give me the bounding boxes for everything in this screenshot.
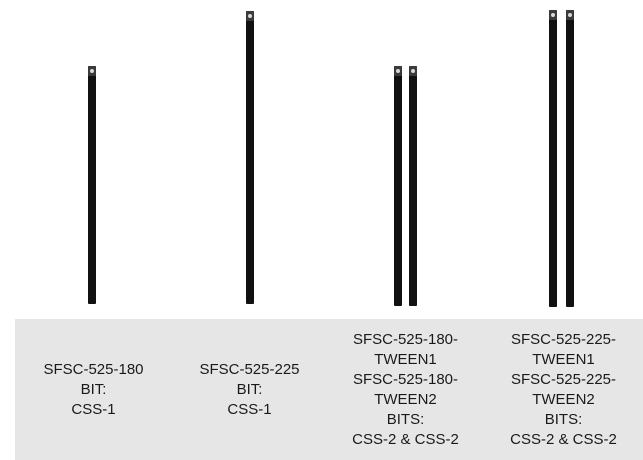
product-column-3: SFSC-525-180- TWEEN1 SFSC-525-180- TWEEN… (327, 0, 484, 460)
product-caption: SFSC-525-225- TWEEN1 SFSC-525-225- TWEEN… (484, 319, 643, 460)
product-name: SFSC-525-180- (352, 370, 459, 388)
cable-tie-image (549, 10, 557, 307)
product-name: TWEEN2 (532, 390, 595, 408)
product-image-area (15, 0, 172, 319)
cable-tie-image (566, 10, 574, 307)
bit-value: CSS-2 & CSS-2 (510, 430, 617, 448)
bit-label: BIT: (236, 380, 263, 398)
product-name: SFSC-525-225- (510, 370, 617, 388)
cable-tie-image (394, 66, 402, 306)
bit-value: CSS-2 & CSS-2 (352, 430, 459, 448)
product-name: SFSC-525-180 (43, 360, 144, 378)
product-image-area (484, 0, 643, 319)
product-column-2: SFSC-525-225 BIT: CSS-1 (172, 0, 327, 460)
product-name: TWEEN1 (374, 350, 437, 368)
cable-tie-image (246, 11, 254, 304)
product-name: SFSC-525-180- (352, 330, 459, 348)
cable-tie-head (394, 66, 402, 76)
product-name: SFSC-525-225- (510, 330, 617, 348)
cable-tie-head (88, 66, 96, 76)
product-caption: SFSC-525-225 BIT: CSS-1 (172, 319, 327, 460)
bit-label: BITS: (544, 410, 583, 428)
product-caption: SFSC-525-180 BIT: CSS-1 (15, 319, 172, 460)
cable-tie-image (88, 66, 96, 304)
product-name: TWEEN1 (532, 350, 595, 368)
bit-value: CSS-1 (227, 400, 272, 418)
bit-label: BITS: (386, 410, 425, 428)
cable-tie-image (409, 66, 417, 306)
product-column-4: SFSC-525-225- TWEEN1 SFSC-525-225- TWEEN… (484, 0, 643, 460)
product-image-area (172, 0, 327, 319)
product-name: SFSC-525-225 (199, 360, 300, 378)
cable-tie-head (566, 10, 574, 20)
product-name: TWEEN2 (374, 390, 437, 408)
cable-tie-head (246, 11, 254, 21)
bit-value: CSS-1 (71, 400, 116, 418)
product-column-1: SFSC-525-180 BIT: CSS-1 (15, 0, 172, 460)
bit-label: BIT: (80, 380, 107, 398)
cable-tie-head (409, 66, 417, 76)
product-image-area (327, 0, 484, 319)
product-caption: SFSC-525-180- TWEEN1 SFSC-525-180- TWEEN… (327, 319, 484, 460)
cable-tie-head (549, 10, 557, 20)
